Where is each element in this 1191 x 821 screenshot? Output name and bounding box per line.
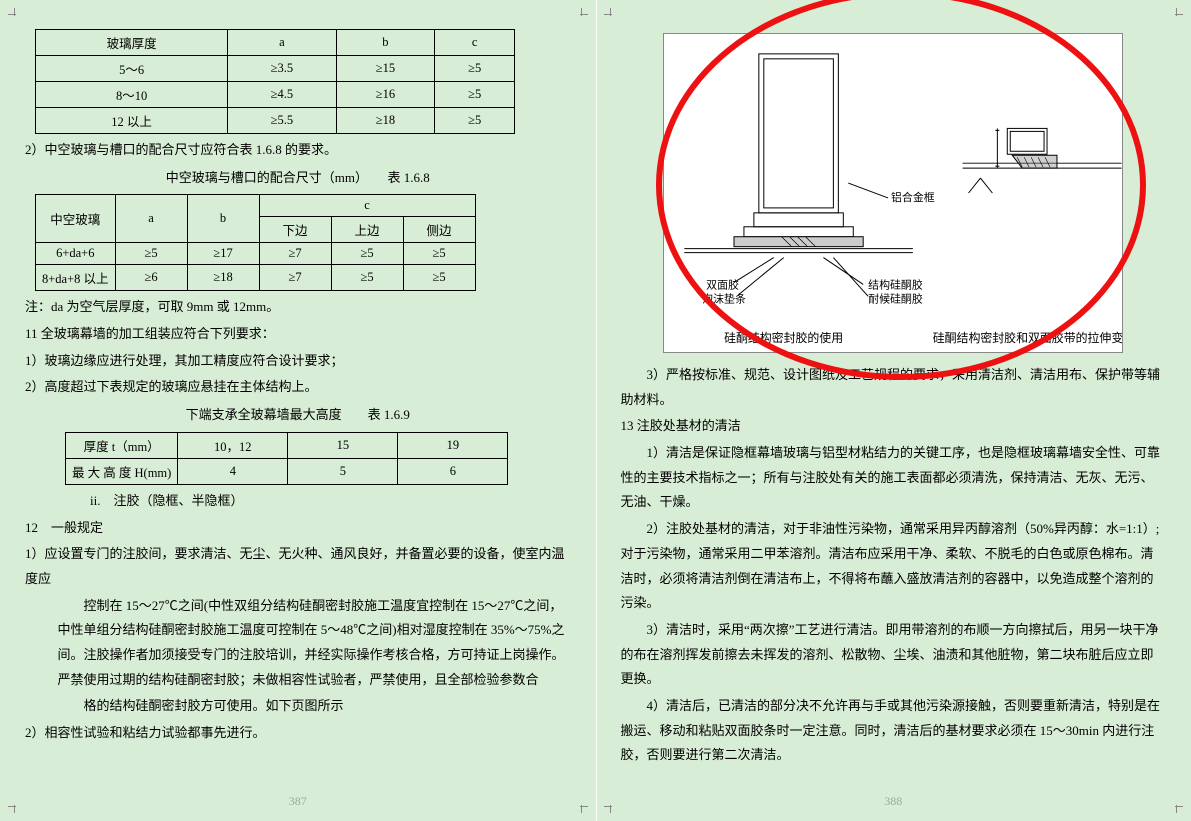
left-page: 玻璃厚度 a b c 5～6≥3.5≥15≥5 8～10≥4.5≥16≥5 12… [0,0,596,821]
diagram-caption: 硅酮结构密封胶的使用 [724,331,843,345]
crop-mark [1171,801,1183,813]
body-text: 格的结构硅酮密封胶方可使用。如下页图所示 [25,694,571,719]
right-page: 铝合金框 双面胶 泡沫垫条 结构硅酮胶 耐候硅酮胶 [596,0,1191,821]
body-text: 13 注胶处基材的清洁 [621,414,1167,439]
body-text: 2）高度超过下表规定的玻璃应悬挂在主体结构上。 [25,375,571,400]
body-text: 2）注胶处基材的清洁，对于非油性污染物，通常采用异丙醇溶剂（50%异丙醇：水=1… [621,517,1167,616]
table-167: 玻璃厚度 a b c 5～6≥3.5≥15≥5 8～10≥4.5≥16≥5 12… [35,29,515,134]
body-text: 11 全玻璃幕墙的加工组装应符合下列要求： [25,322,571,347]
diagram-caption: 硅酮结构密封胶和双面胶带的拉伸变形 [933,331,1122,345]
table-caption: 下端支承全玻幕墙最大高度 表 1.6.9 [25,403,571,428]
diagram-label: 双面胶 [706,277,739,291]
diagram-svg: 铝合金框 双面胶 泡沫垫条 结构硅酮胶 耐候硅酮胶 [664,34,1122,352]
diagram-label: 泡沫垫条 [702,291,746,305]
body-text: 1）玻璃边缘应进行处理，其加工精度应符合设计要求； [25,349,571,374]
crop-mark [604,8,616,20]
col-header: b [336,30,435,56]
crop-mark [8,8,20,20]
technical-diagram: 铝合金框 双面胶 泡沫垫条 结构硅酮胶 耐候硅酮胶 [663,33,1123,353]
table-caption: 中空玻璃与槽口的配合尺寸（mm） 表 1.6.8 [25,166,571,191]
diagram-label: 耐候硅酮胶 [868,291,923,305]
page-number: 388 [884,794,902,809]
col-header: c [435,30,515,56]
body-text: 3）严格按标准、规范、设计图纸及工艺规程的要求，采用清洁剂、清洁用布、保护带等辅… [621,363,1167,412]
crop-mark [8,801,20,813]
col-header: 玻璃厚度 [36,30,228,56]
body-text: 3）清洁时，采用“两次擦”工艺进行清洁。即用带溶剂的布顺一方向擦拭后，用另一块干… [621,618,1167,692]
body-text: ii. 注胶（隐框、半隐框） [25,489,571,514]
col-header: a [228,30,336,56]
crop-mark [604,801,616,813]
page-number: 387 [289,794,307,809]
diagram-label: 结构硅酮胶 [868,277,923,291]
body-text: 12 一般规定 [25,516,571,541]
body-text: 1）清洁是保证隐框幕墙玻璃与铝型材粘结力的关键工序，也是隐框玻璃幕墙安全性、可靠… [621,441,1167,515]
diagram-label: 铝合金框 [891,190,935,204]
crop-mark [576,801,588,813]
crop-mark [1171,8,1183,20]
body-text: 1）应设置专门的注胶间，要求清洁、无尘、无火种、通风良好，并备置必要的设备，使室… [25,542,571,591]
table-note: 注：da 为空气层厚度，可取 9mm 或 12mm。 [25,295,571,320]
body-text: 控制在 15～27℃之间(中性双组分结构硅酮密封胶施工温度宜控制在 15～27℃… [25,594,571,693]
page-divider [596,0,597,821]
body-text: 4）清洁后，已清洁的部分决不允许再与手或其他污染源接触，否则要重新清洁，特别是在… [621,694,1167,768]
table-169: 厚度 t（mm） 10，12 15 19 最 大 高 度 H(mm) 4 5 6 [65,432,508,485]
crop-mark [576,8,588,20]
table-168: 中空玻璃 a b c 下边 上边 侧边 6+da+6≥5≥17≥7≥5≥5 8+… [35,194,476,291]
body-text: 2）中空玻璃与槽口的配合尺寸应符合表 1.6.8 的要求。 [25,138,571,163]
body-text: 2）相容性试验和粘结力试验都事先进行。 [25,721,571,746]
